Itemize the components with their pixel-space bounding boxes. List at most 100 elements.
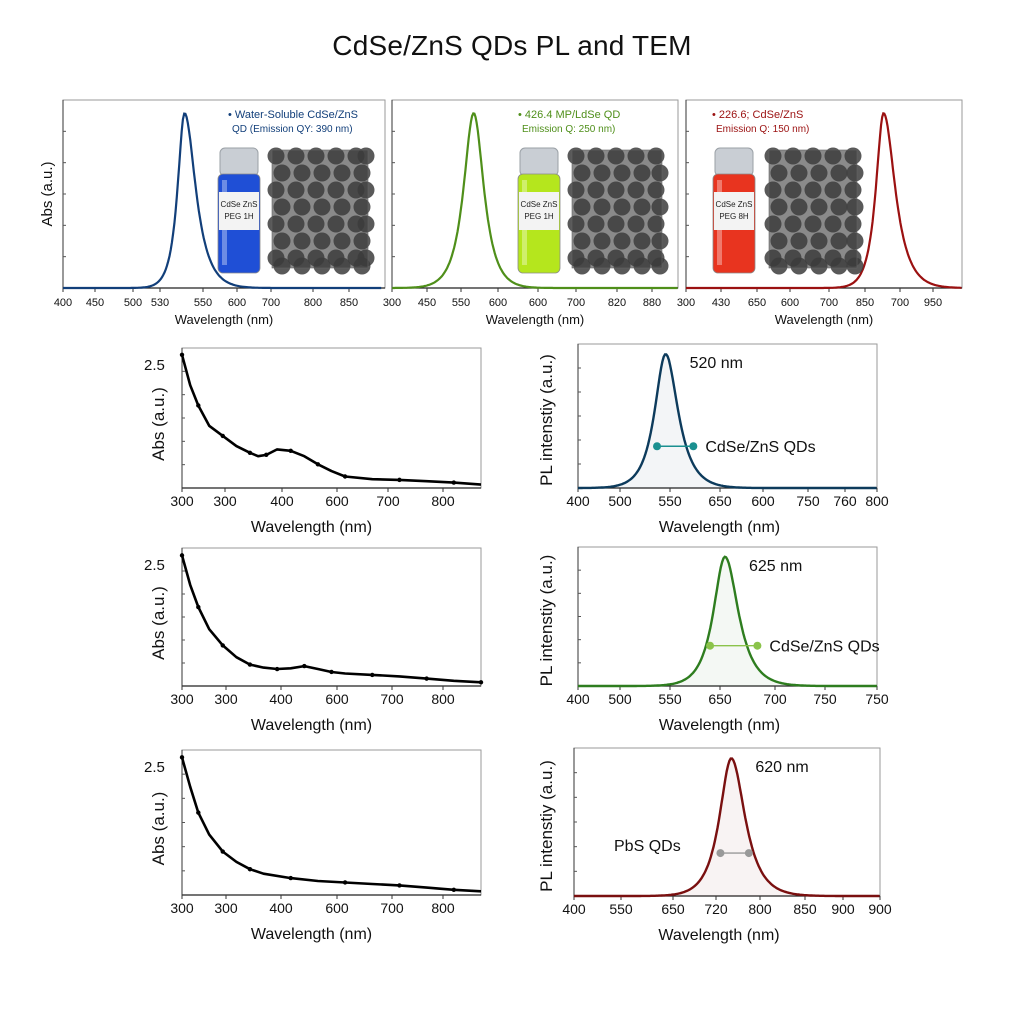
pl-2-peak-label: 625 nm <box>749 558 802 575</box>
abs-1-x-axis-label: Wavelength (nm) <box>251 519 372 536</box>
tem-nanoparticle <box>587 147 605 165</box>
tem-nanoparticle <box>587 181 605 199</box>
pl-1-x-tick-label: 550 <box>658 493 682 509</box>
tem-nanoparticle <box>293 164 311 182</box>
tem-nanoparticle <box>633 232 651 250</box>
abs-2-x-tick-label: 800 <box>431 691 455 707</box>
tem-nanoparticle <box>764 181 782 199</box>
tem-nanoparticle <box>784 147 802 165</box>
pl-2-x-tick-label: 750 <box>865 691 889 707</box>
tem-nanoparticle <box>287 181 305 199</box>
top-blue-x-tick-label: 850 <box>340 297 358 309</box>
top-green-x-tick-label: 450 <box>418 297 436 309</box>
abs-3-x-tick-label: 300 <box>170 900 194 916</box>
abs-2-data-point <box>220 643 225 648</box>
pl-2-spectrum-line <box>578 555 877 688</box>
panel-top-green: 300 450 550 600 600 700 820 880 Wavelength (nm) •… <box>383 99 679 327</box>
tem-nanoparticle <box>651 257 669 275</box>
tem-nanoparticle <box>573 257 591 275</box>
pl-1-spectrum-line <box>578 353 877 490</box>
vial-label-text1: CdSe ZnS <box>521 200 558 209</box>
tem-nanoparticle <box>607 181 625 199</box>
top-red-x-tick-label: 300 <box>677 297 695 309</box>
top-green-legend-line2: Emission Q: 250 nm) <box>522 124 615 135</box>
pl-2-spectrum-fill <box>578 556 877 686</box>
tem-nanoparticle <box>567 215 585 233</box>
tem-border <box>271 149 369 269</box>
abs-2-x-axis-label: Wavelength (nm) <box>251 717 372 734</box>
tem-nanoparticle <box>567 181 585 199</box>
pl-2-x-tick-label: 650 <box>708 691 732 707</box>
tem-nanoparticle <box>846 164 864 182</box>
pl-1-annotation: CdSe/ZnS QDs <box>705 439 815 456</box>
tem-nanoparticle <box>267 215 285 233</box>
tem-nanoparticle <box>784 215 802 233</box>
pl-1-x-tick-label: 650 <box>708 493 732 509</box>
vial-label <box>219 192 259 230</box>
panel-abs-2: 300 300 400 600 700 800 2.5 Wavelength (nm) Abs … <box>144 547 484 734</box>
tem-nanoparticle <box>353 164 371 182</box>
abs-2-y-top-tick-label: 2.5 <box>144 557 165 574</box>
abs-1-x-tick-label: 300 <box>213 493 237 509</box>
top-blue-x-axis-label: Wavelength (nm) <box>175 312 274 327</box>
pl-1-x-tick-label: 800 <box>865 493 889 509</box>
tem-nanoparticle <box>593 232 611 250</box>
top-green-spectrum-line <box>392 112 678 290</box>
vial-cap <box>519 147 559 177</box>
tem-nanoparticle <box>830 164 848 182</box>
tem-nanoparticle <box>810 164 828 182</box>
vial-label <box>714 192 754 230</box>
tem-nanoparticle <box>573 198 591 216</box>
abs-1-y-axis-label: Abs (a.u.) <box>149 387 168 461</box>
tem-nanoparticle <box>293 232 311 250</box>
abs-1-data-point <box>220 433 225 439</box>
tem-nanoparticle <box>770 164 788 182</box>
vial-cap <box>219 147 259 177</box>
tem-nanoparticle <box>790 198 808 216</box>
top-green-legend-line1: • 426.4 MP/LdSe QD <box>518 109 620 121</box>
abs-1-data-point <box>196 403 201 408</box>
tem-nanoparticle <box>587 215 605 233</box>
tem-nanoparticle <box>353 198 371 216</box>
tem-nanoparticle <box>784 181 802 199</box>
pl-3-x-tick-label: 720 <box>704 901 728 917</box>
vial-label-text2: PEG 8H <box>719 212 749 221</box>
abs-2-data-point <box>370 672 375 678</box>
tem-nanoparticle <box>790 257 808 275</box>
tem-nanoparticle <box>327 147 345 165</box>
pl-2-y-axis-label: PL intenstiy (a.u.) <box>537 555 556 687</box>
top-green-x-tick-label: 600 <box>529 297 547 309</box>
pl-1-x-axis-label: Wavelength (nm) <box>659 519 780 536</box>
top-green-tem-image <box>567 147 669 275</box>
pl-2-x-tick-label: 500 <box>608 691 632 707</box>
top-green-x-tick-label: 820 <box>608 297 626 309</box>
top-green-vial-image: CdSe ZnS PEG 1H <box>517 147 561 274</box>
pl-1-x-tick-label: 400 <box>566 493 590 509</box>
tem-nanoparticle <box>824 215 842 233</box>
tem-nanoparticle <box>633 198 651 216</box>
abs-2-data-point <box>478 680 484 685</box>
tem-nanoparticle <box>846 257 864 275</box>
abs-3-x-axis-label: Wavelength (nm) <box>251 926 372 943</box>
panel-top-blue: 400 450 500 530 550 600 700 800 850 Wavelength (n… <box>39 99 386 327</box>
vial-label-text1: CdSe ZnS <box>221 200 258 209</box>
abs-3-y-top-tick-label: 2.5 <box>144 759 165 776</box>
tem-nanoparticle <box>287 215 305 233</box>
tem-nanoparticle <box>573 232 591 250</box>
pl-2-fwhm-marker-left <box>706 641 715 650</box>
tem-nanoparticle <box>804 215 822 233</box>
abs-2-x-tick-label: 400 <box>269 691 293 707</box>
tem-nanoparticle <box>313 232 331 250</box>
abs-2-data-point <box>274 666 280 672</box>
tem-nanoparticle <box>353 257 371 275</box>
tem-nanoparticle <box>824 147 842 165</box>
tem-nanoparticle <box>844 181 862 199</box>
abs-2-x-tick-label: 700 <box>380 691 404 707</box>
tem-nanoparticle <box>327 181 345 199</box>
pl-1-peak-label: 520 nm <box>690 355 743 372</box>
panel-top-red: 300 430 650 600 700 850 700 950 Wavelength (nm) •… <box>677 99 963 327</box>
abs-3-data-point <box>288 875 293 881</box>
pl-3-fwhm-marker-right <box>744 849 753 858</box>
pl-1-x-tick-label: 750 <box>796 493 820 509</box>
tem-nanoparticle <box>647 147 665 165</box>
